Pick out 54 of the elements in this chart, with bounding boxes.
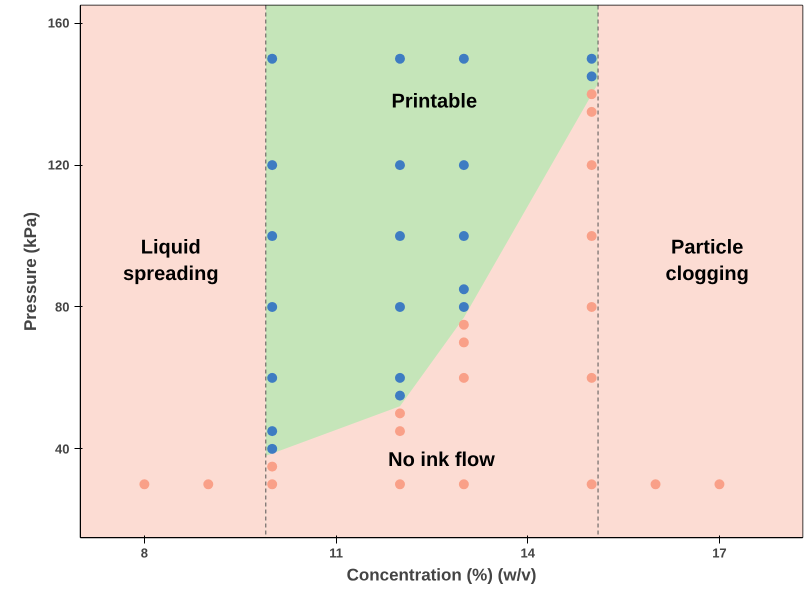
- point: [586, 106, 597, 117]
- point: [586, 231, 597, 242]
- point: [267, 231, 278, 242]
- point: [458, 284, 469, 294]
- y-tick-label: 160: [48, 16, 70, 31]
- point: [586, 479, 597, 490]
- point: [458, 160, 469, 170]
- point: [267, 302, 278, 312]
- point: [394, 372, 405, 383]
- annotation: No ink flow: [388, 448, 496, 471]
- point: [394, 160, 405, 170]
- annotation: Particle clogging: [666, 236, 749, 286]
- annotation: Liquid spreading: [122, 236, 219, 286]
- y-axis-title: Pressure (kPa): [20, 212, 40, 332]
- point: [586, 302, 597, 312]
- point: [394, 408, 405, 418]
- point: [458, 231, 469, 242]
- point: [714, 479, 724, 490]
- point: [267, 444, 278, 454]
- point: [394, 390, 405, 401]
- point: [394, 426, 405, 436]
- point: [586, 160, 597, 170]
- point: [650, 479, 661, 490]
- point: [394, 231, 405, 242]
- point: [394, 302, 405, 312]
- point: [586, 54, 597, 64]
- point: [458, 337, 469, 348]
- point: [394, 54, 405, 64]
- point: [267, 479, 278, 490]
- x-tick-label: 17: [712, 546, 727, 560]
- point: [267, 426, 278, 436]
- point: [586, 372, 597, 383]
- x-axis-title: Concentration (%) (w/v): [346, 566, 536, 584]
- x-tick-label: 8: [140, 546, 148, 560]
- x-tick-label: 14: [520, 546, 536, 560]
- point: [458, 54, 469, 64]
- y-tick-label: 40: [55, 441, 70, 456]
- point: [139, 479, 150, 490]
- point: [394, 479, 405, 490]
- annotation: Printable: [391, 90, 478, 112]
- x-tick-label: 11: [329, 546, 343, 560]
- point: [267, 372, 278, 383]
- point: [458, 302, 469, 312]
- point: [586, 89, 597, 100]
- point: [267, 54, 278, 64]
- y-tick-label: 120: [48, 158, 70, 173]
- point: [458, 479, 469, 490]
- point: [458, 372, 469, 383]
- point: [203, 479, 214, 490]
- point: [586, 71, 597, 82]
- point: [458, 320, 469, 330]
- point: [267, 462, 278, 472]
- y-tick-label: 80: [55, 299, 70, 314]
- point: [267, 160, 278, 170]
